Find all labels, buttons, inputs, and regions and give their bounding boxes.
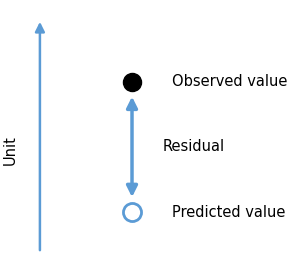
Text: Observed value: Observed value — [172, 74, 287, 89]
Text: Residual: Residual — [163, 139, 225, 154]
Text: Unit: Unit — [3, 135, 18, 165]
Text: Predicted value: Predicted value — [172, 205, 285, 220]
